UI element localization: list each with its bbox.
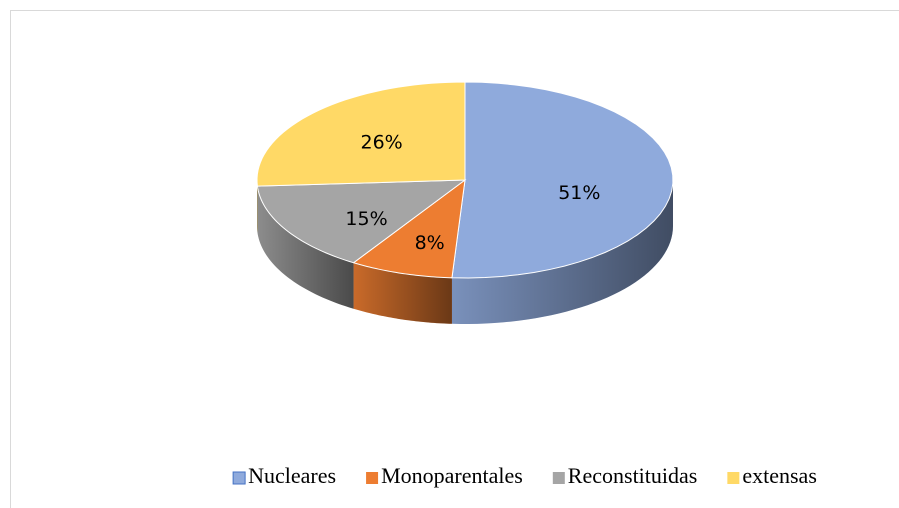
slice [451, 81, 674, 279]
slice [256, 81, 466, 187]
legend-swatch [552, 472, 565, 484]
legend-swatch [232, 471, 246, 485]
chart-border [10, 10, 899, 508]
legend-label: Nucleares [248, 463, 336, 488]
data-label: 15% [345, 208, 387, 230]
legend-label: Reconstituidas [568, 463, 698, 488]
slice-side-shade [451, 180, 673, 324]
legend-label: extensas [742, 463, 817, 488]
slice [352, 178, 466, 279]
data-label: 8% [415, 232, 445, 254]
slice-side-shade [257, 186, 354, 309]
data-label: 51% [558, 182, 600, 204]
legend-swatch [727, 472, 740, 484]
slice-side-shade [353, 262, 452, 324]
legend-label: Monoparentales [381, 463, 523, 488]
legend-swatch [366, 472, 379, 484]
data-label: 26% [360, 132, 402, 154]
slice [256, 179, 467, 264]
legend: Nucleares Monoparentales Reconstituidas ext… [232, 463, 817, 488]
